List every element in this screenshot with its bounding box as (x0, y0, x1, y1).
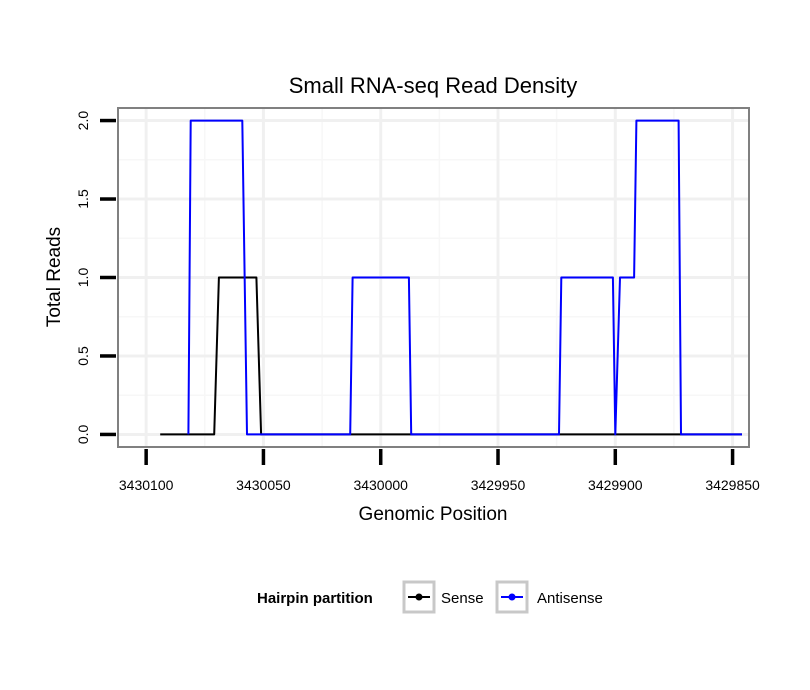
axes: 3430100 3430050 3430000 3429950 3429900 34298… (75, 111, 760, 493)
legend-key-point (508, 593, 516, 601)
series-line-antisense (187, 119, 742, 436)
y-tick-label: 2.0 (75, 111, 91, 131)
legend-item-sense: Sense (402, 580, 484, 614)
chart-title: Small RNA-seq Read Density (289, 73, 578, 98)
plot-panel-border (117, 107, 750, 448)
grid-lines (118, 108, 749, 447)
legend: Hairpin partition Sense Antisense (257, 580, 603, 614)
legend-label: Sense (441, 590, 484, 607)
y-tick-label: 0.5 (75, 346, 91, 366)
legend-items: Sense Antisense (402, 580, 603, 614)
legend-key-point (415, 593, 423, 601)
series-lines (160, 119, 742, 436)
y-tick-label: 1.5 (75, 189, 91, 209)
y-axis-title: Total Reads (44, 227, 65, 327)
x-tick-label: 3430000 (353, 477, 408, 493)
legend-item-antisense: Antisense (495, 580, 603, 614)
x-tick-label: 3430100 (119, 477, 174, 493)
x-tick-label: 3429900 (588, 477, 643, 493)
x-axis-title: Genomic Position (359, 504, 508, 525)
x-tick-label: 3430050 (236, 477, 291, 493)
y-tick-label: 0.0 (75, 424, 91, 444)
legend-label: Antisense (537, 590, 603, 607)
x-tick-label: 3429850 (705, 477, 760, 493)
x-tick-label: 3429950 (471, 477, 526, 493)
y-tick-label: 1.0 (75, 268, 91, 288)
legend-title: Hairpin partition (257, 590, 373, 607)
